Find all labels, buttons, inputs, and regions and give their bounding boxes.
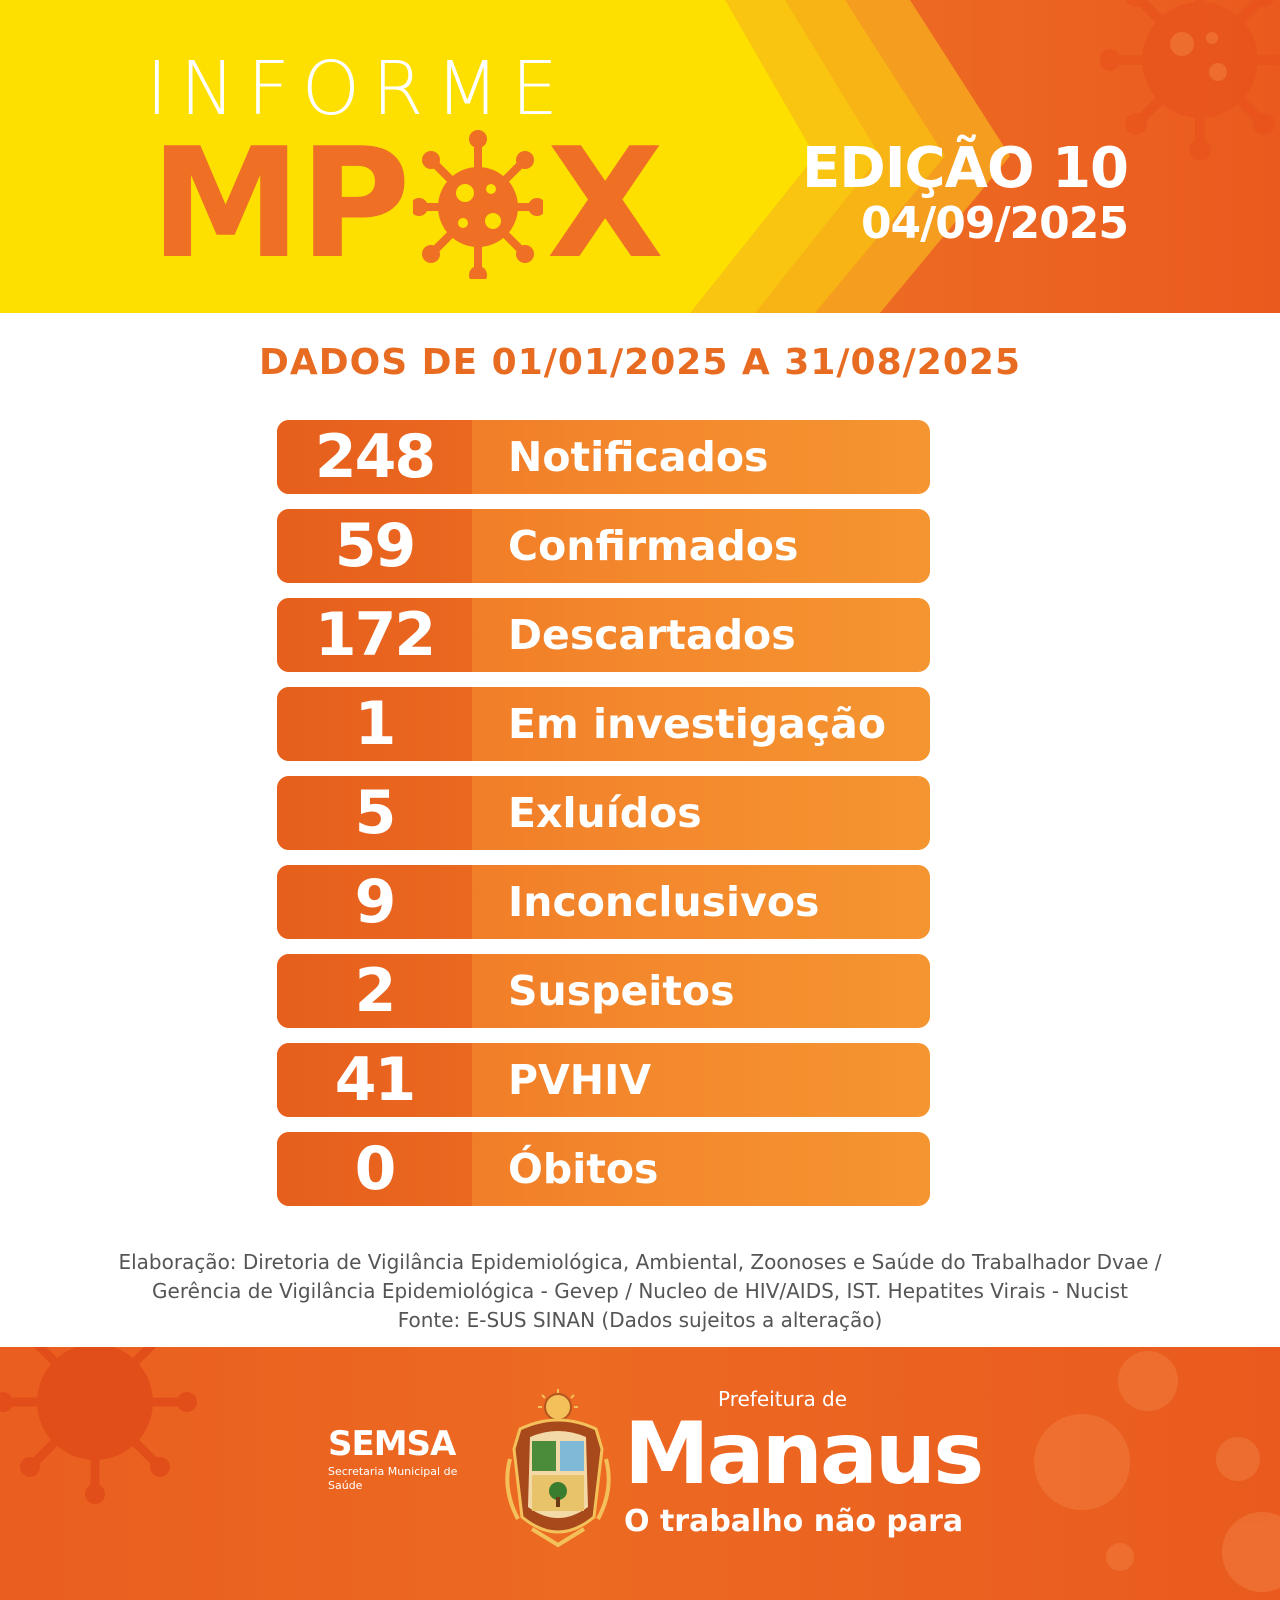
prefeitura-logo: Prefeitura de Manaus O trabalho não para — [624, 1387, 984, 1539]
semsa-logo: SEMSA Secretaria Municipal de Saúde — [328, 1427, 463, 1493]
stat-value: 59 — [277, 509, 472, 583]
stat-label: Suspeitos — [508, 967, 735, 1015]
title-informe: INFORME — [146, 46, 571, 132]
virus-icon — [1100, 0, 1280, 160]
stat-label: Notificados — [508, 433, 769, 481]
edition-block: EDIÇÃO 10 04/09/2025 — [801, 136, 1129, 249]
prefeitura-label: Prefeitura de — [718, 1387, 848, 1411]
edition-number: EDIÇÃO 10 — [801, 136, 1129, 201]
footer-decoration — [0, 1347, 1280, 1592]
stat-label: Em investigação — [508, 700, 886, 748]
footnote-line-1: Elaboração: Diretoria de Vigilância Epid… — [118, 1250, 1162, 1274]
stat-row-notificados: 248 Notificados — [277, 420, 930, 494]
footnote-line-2: Gerência de Vigilância Epidemiológica - … — [152, 1279, 1128, 1303]
source-footnote: Elaboração: Diretoria de Vigilância Epid… — [0, 1248, 1280, 1335]
stat-row-pvhiv: 41 PVHIV — [277, 1043, 930, 1117]
edition-date: 04/09/2025 — [860, 197, 1129, 249]
virus-icon — [409, 129, 546, 284]
stat-value: 1 — [277, 687, 472, 761]
stat-label: Inconclusivos — [508, 878, 820, 926]
stat-label: Descartados — [508, 611, 796, 659]
stat-row-em-investigacao: 1 Em investigação — [277, 687, 930, 761]
stat-row-confirmados: 59 Confirmados — [277, 509, 930, 583]
stat-row-descartados: 172 Descartados — [277, 598, 930, 672]
stat-value: 0 — [277, 1132, 472, 1206]
stat-row-excluidos: 5 Exluídos — [277, 776, 930, 850]
stat-row-suspeitos: 2 Suspeitos — [277, 954, 930, 1028]
stat-value: 2 — [277, 954, 472, 1028]
title-mpox-right: X — [546, 115, 664, 292]
header-banner: INFORME MP — [0, 0, 1280, 313]
stat-value: 248 — [277, 420, 472, 494]
city-name: Manaus — [624, 1404, 984, 1504]
stat-value: 172 — [277, 598, 472, 672]
stat-value: 5 — [277, 776, 472, 850]
stats-list: 248 Notificados 59 Confirmados 172 Desca… — [277, 420, 930, 1221]
data-period: DADOS DE 01/01/2025 A 31/08/2025 — [258, 342, 1021, 383]
stat-label: Confirmados — [508, 522, 799, 570]
stat-label: Exluídos — [508, 789, 702, 837]
stat-label: PVHIV — [508, 1056, 652, 1104]
semsa-subtitle: Secretaria Municipal de Saúde — [328, 1465, 458, 1492]
title-mpox: MP — [150, 115, 664, 292]
footnote-line-3: Fonte: E-SUS SINAN (Dados sujeitos a alt… — [397, 1308, 883, 1332]
header-chevron-bands — [0, 0, 1010, 313]
stat-value: 9 — [277, 865, 472, 939]
coat-of-arms-icon — [505, 1389, 611, 1548]
stat-row-obitos: 0 Óbitos — [277, 1132, 930, 1206]
slogan: O trabalho não para — [624, 1504, 964, 1539]
title-mpox-left: MP — [150, 115, 411, 292]
stat-value: 41 — [277, 1043, 472, 1117]
stat-row-inconclusivos: 9 Inconclusivos — [277, 865, 930, 939]
semsa-name: SEMSA — [328, 1424, 456, 1464]
stat-label: Óbitos — [508, 1145, 659, 1193]
footer-banner: SEMSA Secretaria Municipal de Saúde Pref… — [0, 1347, 1280, 1600]
